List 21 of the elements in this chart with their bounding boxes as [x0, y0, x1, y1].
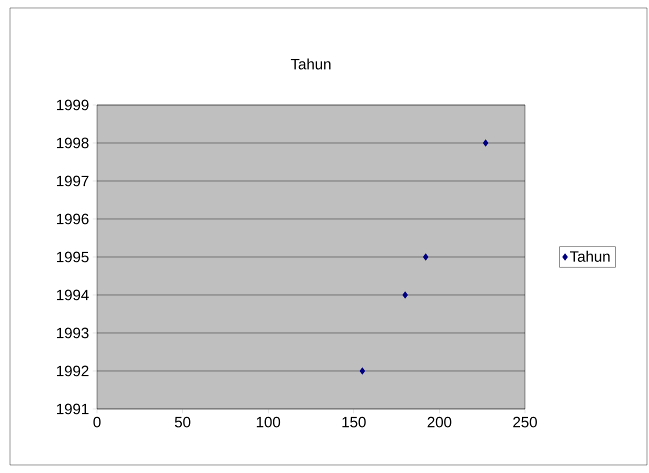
point	[360, 367, 366, 375]
y-tick-label: 1995	[56, 252, 89, 262]
x-tick-label: 150	[342, 416, 366, 428]
y-tick-label: 1993	[56, 328, 89, 338]
x-tick-label: 200	[428, 416, 452, 428]
y-tick-label: 1999	[56, 100, 88, 110]
y-tick-label: 1991	[56, 404, 88, 414]
y-tick-label: 1998	[56, 138, 89, 148]
legend-label: Tahun	[570, 250, 610, 262]
x-tick-label: 250	[513, 416, 537, 428]
point	[402, 291, 408, 299]
y-tick-label: 1997	[56, 176, 88, 186]
x-tick-label: 100	[256, 416, 280, 428]
point	[482, 139, 488, 147]
chart-title: Tahun	[290, 58, 330, 70]
x-tick-label: 50	[174, 416, 190, 428]
x-tick-label: 0	[93, 416, 101, 428]
y-tick-label: 1996	[56, 214, 89, 224]
y-tick-label: 1994	[56, 290, 89, 300]
y-tick-label: 1992	[56, 366, 88, 376]
point	[422, 253, 429, 261]
